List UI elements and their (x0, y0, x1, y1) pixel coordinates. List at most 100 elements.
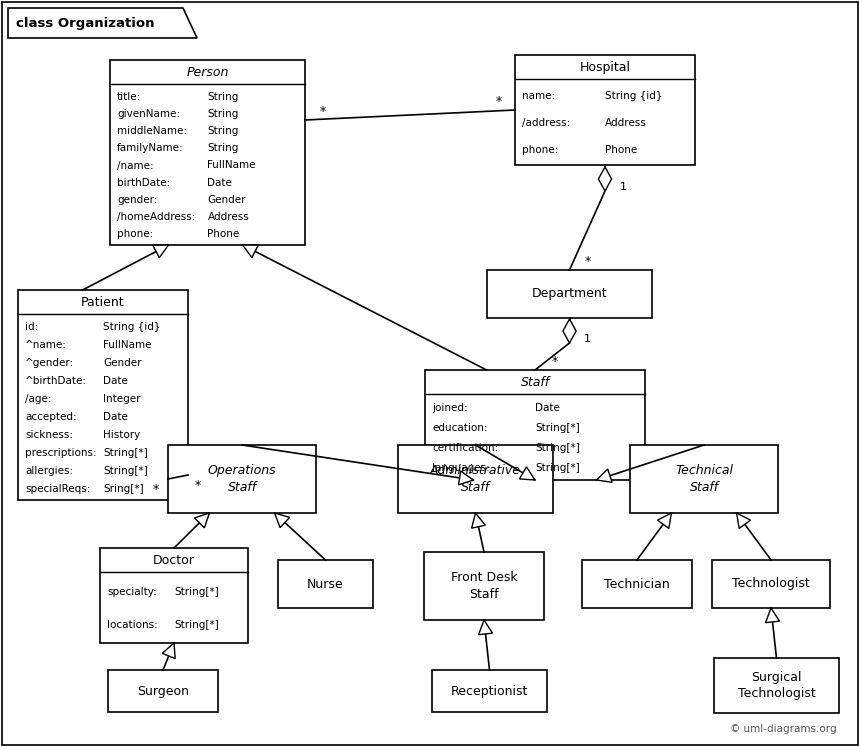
Text: String: String (207, 126, 239, 136)
Text: *: * (195, 479, 201, 492)
Text: 1: 1 (619, 182, 626, 192)
Text: accepted:: accepted: (25, 412, 77, 422)
Text: String: String (207, 109, 239, 119)
Text: title:: title: (117, 92, 141, 102)
Text: ^gender:: ^gender: (25, 358, 74, 368)
Text: *: * (496, 96, 502, 108)
Text: *: * (552, 356, 558, 368)
Polygon shape (597, 469, 612, 483)
Text: locations:: locations: (107, 620, 157, 630)
Polygon shape (563, 319, 576, 343)
Text: FullName: FullName (103, 340, 151, 350)
Text: Phone: Phone (605, 145, 637, 155)
Bar (110, 60, 305, 245)
Bar (712, 560, 830, 608)
Polygon shape (153, 245, 169, 258)
Text: ^birthDate:: ^birthDate: (25, 376, 87, 386)
Text: familyName:: familyName: (117, 143, 184, 153)
Text: String[*]: String[*] (535, 463, 580, 473)
Text: givenName:: givenName: (117, 109, 180, 119)
Text: phone:: phone: (522, 145, 558, 155)
Text: Doctor: Doctor (153, 554, 195, 566)
Text: Nurse: Nurse (307, 577, 344, 590)
Text: Staff: Staff (520, 376, 550, 388)
Text: Date: Date (207, 178, 232, 187)
Text: specialReqs:: specialReqs: (25, 484, 90, 494)
Text: languages:: languages: (432, 463, 489, 473)
Text: Date: Date (535, 403, 560, 413)
Text: Front Desk
Staff: Front Desk Staff (451, 571, 518, 601)
Text: education:: education: (432, 423, 488, 433)
Text: /address:: /address: (522, 118, 570, 128)
Text: /age:: /age: (25, 394, 52, 404)
Text: phone:: phone: (117, 229, 153, 239)
Text: Address: Address (605, 118, 647, 128)
Text: Person: Person (187, 66, 229, 78)
Text: String: String (207, 92, 239, 102)
Text: String[*]: String[*] (174, 587, 218, 598)
Text: Surgical
Technologist: Surgical Technologist (738, 671, 815, 701)
Text: String: String (207, 143, 239, 153)
Text: Phone: Phone (207, 229, 240, 239)
Text: prescriptions:: prescriptions: (25, 448, 96, 458)
Text: *: * (320, 105, 326, 119)
Bar (582, 560, 692, 608)
Polygon shape (519, 467, 535, 480)
Text: Sring[*]: Sring[*] (103, 484, 144, 494)
Polygon shape (243, 245, 258, 258)
Text: String[*]: String[*] (103, 448, 148, 458)
Text: allergies:: allergies: (25, 466, 73, 476)
Text: certification:: certification: (432, 443, 498, 453)
Text: Technologist: Technologist (732, 577, 810, 590)
Text: specialty:: specialty: (107, 587, 157, 598)
Text: gender:: gender: (117, 195, 157, 205)
Text: sickness:: sickness: (25, 430, 73, 440)
Bar (100, 548, 248, 643)
Text: String {id}: String {id} (103, 322, 161, 332)
Text: Administrative
Staff: Administrative Staff (430, 464, 521, 494)
Text: © uml-diagrams.org: © uml-diagrams.org (730, 724, 837, 734)
Bar (278, 560, 373, 608)
Text: middleName:: middleName: (117, 126, 187, 136)
Polygon shape (274, 513, 290, 527)
Polygon shape (765, 608, 779, 623)
Text: Operations
Staff: Operations Staff (207, 464, 276, 494)
Bar (425, 370, 645, 480)
Text: String[*]: String[*] (174, 620, 218, 630)
Bar (432, 670, 547, 712)
Polygon shape (458, 471, 473, 485)
Bar (424, 552, 544, 620)
Text: Gender: Gender (207, 195, 246, 205)
Text: 1: 1 (584, 334, 591, 344)
Text: FullName: FullName (207, 161, 256, 170)
Text: /name:: /name: (117, 161, 154, 170)
Polygon shape (658, 513, 672, 528)
Text: birthDate:: birthDate: (117, 178, 170, 187)
Text: name:: name: (522, 91, 555, 102)
Polygon shape (8, 8, 197, 38)
Polygon shape (163, 643, 175, 659)
Bar (515, 55, 695, 165)
Text: Address: Address (207, 212, 249, 222)
Text: Technician: Technician (604, 577, 670, 590)
Bar (630, 445, 778, 513)
Bar (18, 290, 188, 500)
Text: String {id}: String {id} (605, 91, 662, 102)
Text: *: * (585, 255, 591, 268)
Text: String[*]: String[*] (535, 423, 580, 433)
Text: Receptionist: Receptionist (451, 684, 528, 698)
Polygon shape (471, 513, 485, 528)
Text: Surgeon: Surgeon (137, 684, 189, 698)
Text: Gender: Gender (103, 358, 142, 368)
Bar (108, 670, 218, 712)
Text: *: * (153, 483, 159, 495)
Text: class Organization: class Organization (16, 16, 155, 29)
Text: Department: Department (531, 288, 607, 300)
Text: joined:: joined: (432, 403, 468, 413)
Polygon shape (736, 513, 751, 528)
Text: ^name:: ^name: (25, 340, 67, 350)
Text: Technical
Staff: Technical Staff (675, 464, 733, 494)
Text: Date: Date (103, 376, 128, 386)
Text: id:: id: (25, 322, 38, 332)
Bar (487, 270, 652, 318)
